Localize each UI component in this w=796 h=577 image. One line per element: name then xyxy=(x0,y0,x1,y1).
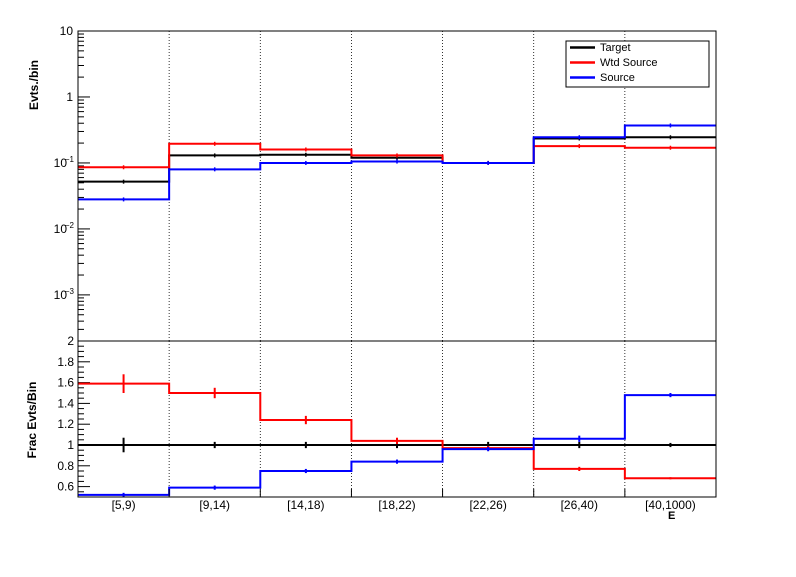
top-y-tick-label: 10 xyxy=(60,24,74,38)
top-y-tick-exponent: −1 xyxy=(65,155,75,164)
x-tick-label: [26,40) xyxy=(561,498,598,512)
bottom-panel: 0.6 0.8 1 1.2 1.4 1.6 1.8 2 [5,9) [9,14) [14,18) [1… xyxy=(57,334,717,512)
bottom-y-tick-label: 1 xyxy=(67,438,74,452)
legend: Target Wtd Source Source xyxy=(565,40,710,88)
bottom-y-tick-label: 0.8 xyxy=(57,459,74,473)
x-tick-label: [5,9) xyxy=(112,498,136,512)
x-tick-label: [18,22) xyxy=(378,498,415,512)
x-tick-label: [40,1000) xyxy=(645,498,696,512)
bottom-y-tick-label: 1.8 xyxy=(57,355,74,369)
bottom-y-tick-label: 1.6 xyxy=(57,376,74,390)
bottom-y-axis-label: Frac Evts/Bin xyxy=(25,382,39,459)
top-y-tick-label: 10 xyxy=(54,156,68,170)
bottom-y-tick-label: 0.6 xyxy=(57,480,74,494)
x-tick-label: [14,18) xyxy=(287,498,324,512)
top-y-axis-label: Evts./bin xyxy=(27,60,41,110)
top-y-tick-exponent: −2 xyxy=(65,221,75,230)
legend-label-wtd-source: Wtd Source xyxy=(600,57,657,69)
top-y-tick-exponent: −3 xyxy=(65,287,75,296)
legend-label-target: Target xyxy=(600,42,631,54)
top-y-tick-label: 1 xyxy=(66,90,73,104)
x-tick-label: [9,14) xyxy=(199,498,230,512)
top-y-tick-label: 10 xyxy=(54,288,68,302)
bottom-y-tick-label: 1.4 xyxy=(57,396,74,410)
bottom-plot-frame xyxy=(77,340,717,498)
x-tick-label: [22,26) xyxy=(469,498,506,512)
x-axis-label: E xyxy=(668,510,675,522)
bottom-y-tick-label: 2 xyxy=(67,334,74,348)
legend-label-source: Source xyxy=(600,72,635,84)
bottom-y-tick-label: 1.2 xyxy=(57,417,74,431)
top-y-tick-label: 10 xyxy=(54,222,68,236)
